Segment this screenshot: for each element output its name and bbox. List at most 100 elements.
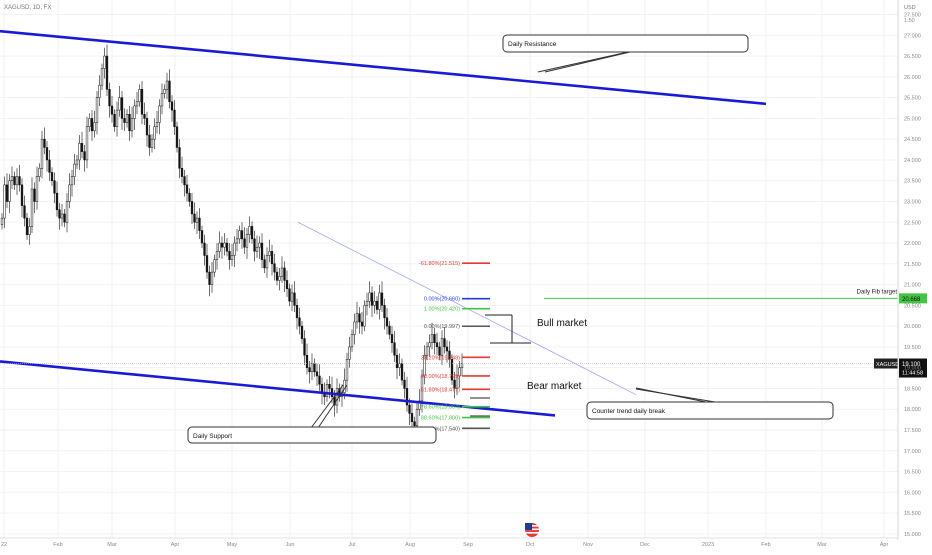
candle-body: [125, 113, 129, 123]
candle-body: [443, 338, 446, 348]
bull-market-label: Bull market: [537, 318, 587, 329]
candle-body: [218, 242, 221, 252]
current-price-value: 19.100: [902, 362, 921, 368]
candle-body: [328, 384, 331, 389]
candle-body: [368, 292, 371, 302]
current-price-tag: [899, 358, 927, 378]
candle-body: [110, 105, 114, 115]
time-tick-label: Apr: [880, 542, 889, 548]
candle-body: [230, 255, 234, 260]
price-tick-label: 25.000: [904, 116, 921, 122]
candle-body: [300, 325, 304, 339]
candle-body: [188, 192, 191, 202]
candle-body: [108, 89, 111, 107]
candle-body: [28, 226, 31, 235]
candle-body: [260, 242, 264, 260]
candle-body: [35, 176, 39, 202]
candle-body: [223, 242, 226, 248]
candle-body: [58, 209, 61, 219]
candle-body: [425, 346, 429, 356]
candle-body: [13, 176, 16, 186]
candle-body: [235, 238, 239, 244]
candle-body: [280, 267, 284, 277]
resistance-trendline[interactable]: [0, 29, 767, 106]
candle-body: [48, 159, 51, 173]
candle-body: [150, 138, 154, 148]
candle-body: [365, 300, 369, 306]
candle-body: [163, 89, 166, 94]
candle-body: [390, 334, 394, 343]
candle-body: [23, 205, 26, 219]
annotation-counter-trend-break[interactable]: Counter trend daily break: [586, 387, 834, 420]
candle-body: [155, 122, 159, 127]
annotation-daily-resistance[interactable]: Daily Resistance: [502, 34, 749, 73]
time-tick-label: Nov: [583, 542, 593, 548]
candle-body: [353, 321, 356, 335]
fibonacci-levels[interactable]: -61.80%(21.515) 0.00%(20.660) 1.00%(20.420…: [418, 261, 490, 432]
candle-body: [83, 151, 86, 161]
time-tick-label: Feb: [761, 542, 770, 548]
price-tick-label: 16.000: [904, 490, 921, 496]
annotation-text: Daily Resistance: [508, 41, 557, 48]
candle-body: [65, 201, 69, 223]
fib-target-value: 20.668: [902, 297, 921, 303]
candle-body: [350, 334, 354, 348]
candle-body: [460, 363, 464, 368]
candle-body: [453, 379, 456, 389]
candle-body: [378, 292, 381, 310]
candle-body: [88, 118, 91, 127]
candle-body: [400, 363, 404, 381]
time-tick-label: Dec: [640, 542, 650, 548]
candle-body: [313, 363, 316, 373]
fib-target-label: Daily Fib target: [857, 289, 898, 295]
time-axis[interactable]: 22 Feb Mar Apr May Jun Jul Aug Sep Oct Nov Dec 2023 F…: [0, 537, 898, 548]
candle-body: [190, 201, 194, 215]
candle-body: [38, 168, 41, 177]
price-axis-unit: USD: [904, 5, 916, 11]
candle-body: [363, 305, 366, 327]
price-tick-label: 22.000: [904, 241, 921, 247]
candle-body: [103, 55, 106, 69]
candle-body: [348, 346, 351, 360]
candle-body: [0, 217, 4, 225]
candle-body: [183, 176, 186, 186]
annotation-text: Daily Support: [193, 433, 232, 440]
price-axis[interactable]: USD 1.50 27.500 27.000 26.500 26.000 25.500 2…: [897, 0, 921, 540]
fib-level-label: 78.60%(18.064): [421, 405, 460, 411]
price-tick-label: 26.000: [904, 75, 921, 81]
daily-fib-target[interactable]: Daily Fib target 20.668: [544, 289, 927, 304]
candle-body: [168, 80, 171, 103]
price-tick-label: 21.500: [904, 262, 921, 268]
time-tick-label: Jun: [286, 542, 295, 548]
candle-body: [265, 255, 269, 269]
candle-body: [285, 280, 289, 289]
candle-body: [375, 300, 379, 310]
candle-body: [73, 163, 76, 177]
candle-body: [275, 271, 279, 281]
candle-body: [213, 259, 216, 273]
candle-body: [45, 147, 49, 161]
candle-body: [70, 176, 74, 186]
candle-body: [135, 101, 139, 107]
candle-body: [458, 367, 461, 377]
us-flag-icon[interactable]: [525, 523, 539, 537]
candle-body: [440, 338, 444, 356]
candle-body: [335, 388, 339, 406]
candle-body: [68, 184, 71, 202]
candle-body: [298, 317, 301, 327]
candle-body: [100, 68, 104, 86]
candle-body: [138, 89, 141, 103]
candle-body: [75, 159, 79, 165]
candle-body: [455, 375, 459, 389]
candle-body: [55, 192, 59, 211]
candle-body: [165, 80, 169, 90]
candle-body: [90, 118, 94, 132]
time-tick-label: Sep: [463, 542, 473, 548]
time-tick-label: May: [227, 542, 238, 548]
candle-body: [383, 305, 386, 319]
annotation-daily-support[interactable]: Daily Support: [187, 384, 437, 444]
candle-body: [215, 251, 219, 260]
